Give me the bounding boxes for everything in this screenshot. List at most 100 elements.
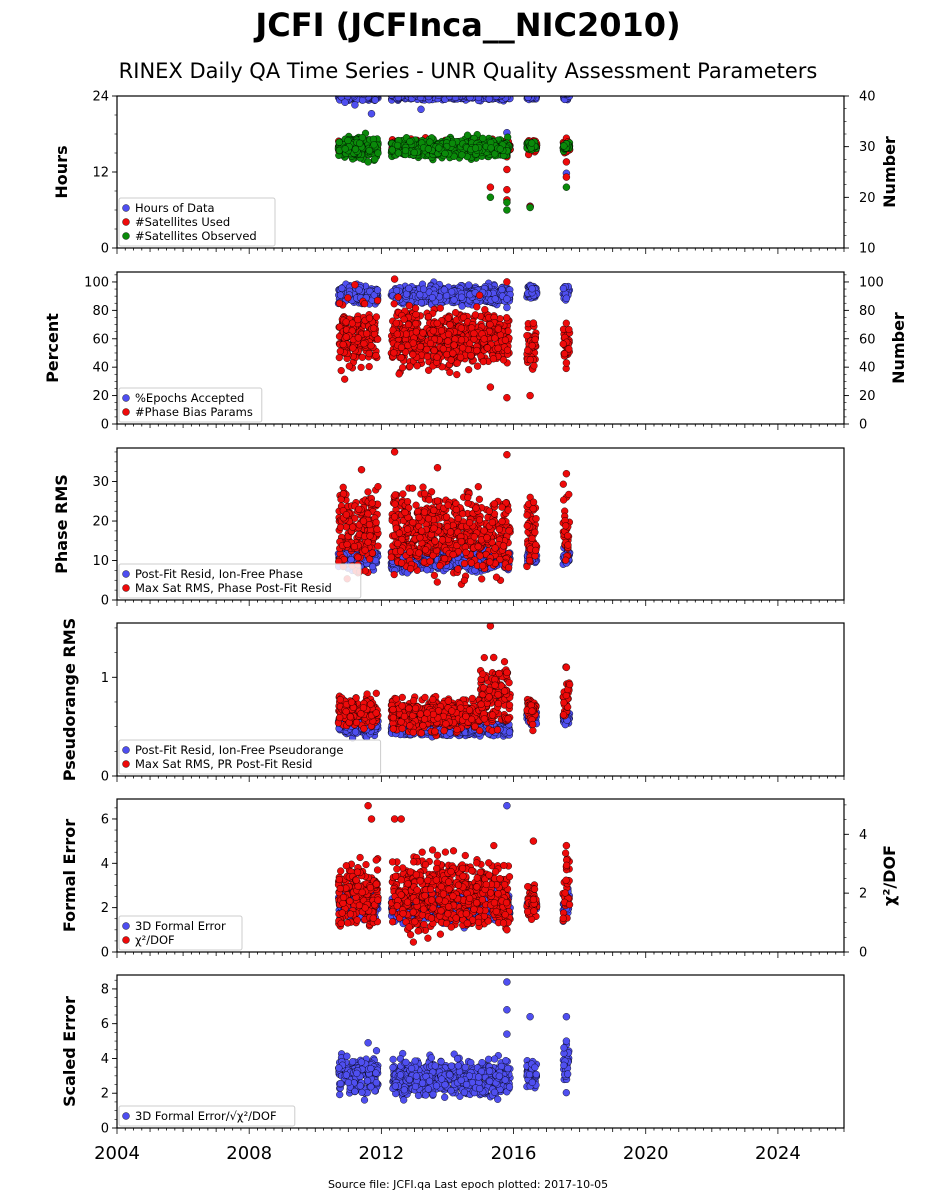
data-point bbox=[370, 141, 378, 149]
data-point bbox=[452, 309, 460, 317]
y-tick-label: 80 bbox=[92, 304, 109, 319]
data-point bbox=[458, 293, 466, 301]
data-point bbox=[424, 96, 429, 97]
data-point bbox=[360, 340, 368, 348]
data-point bbox=[505, 89, 512, 96]
data-point bbox=[531, 335, 539, 344]
data-point bbox=[374, 542, 382, 550]
y-tick-label: 24 bbox=[92, 90, 109, 105]
data-point bbox=[503, 206, 511, 214]
data-point bbox=[559, 284, 568, 293]
data-point bbox=[365, 363, 373, 371]
data-point bbox=[496, 145, 504, 153]
data-point bbox=[473, 362, 482, 370]
data-point bbox=[335, 299, 344, 307]
data-point bbox=[371, 96, 379, 104]
data-point bbox=[337, 495, 345, 504]
data-point bbox=[364, 158, 372, 166]
y-tick-label: 20 bbox=[92, 389, 109, 404]
y-tick-label: 12 bbox=[92, 166, 109, 181]
data-point bbox=[335, 354, 343, 362]
data-point bbox=[451, 88, 458, 95]
data-point bbox=[339, 340, 347, 349]
data-point bbox=[444, 337, 452, 345]
data-point bbox=[349, 344, 357, 352]
data-point bbox=[416, 88, 423, 95]
legend-marker bbox=[122, 204, 130, 212]
data-point bbox=[499, 356, 508, 364]
data-point bbox=[408, 89, 415, 96]
data-point bbox=[486, 321, 494, 329]
data-point bbox=[464, 96, 469, 97]
data-point bbox=[446, 368, 454, 377]
data-point bbox=[503, 314, 511, 322]
data-point bbox=[444, 330, 453, 338]
data-point bbox=[423, 353, 432, 361]
data-point bbox=[474, 96, 483, 102]
legend: %Epochs Accepted#Phase Bias Params bbox=[118, 387, 263, 423]
data-point bbox=[419, 329, 427, 337]
data-point bbox=[365, 147, 373, 155]
data-point bbox=[374, 483, 382, 491]
data-point bbox=[374, 149, 382, 157]
data-point bbox=[358, 353, 366, 361]
data-point bbox=[564, 96, 567, 97]
data-point bbox=[476, 291, 484, 299]
data-point bbox=[348, 88, 355, 95]
legend-entry: %Epochs Accepted bbox=[135, 391, 244, 405]
data-point bbox=[470, 329, 478, 338]
data-point bbox=[485, 96, 493, 103]
data-point bbox=[491, 295, 499, 303]
data-point bbox=[496, 89, 503, 96]
data-point bbox=[504, 327, 512, 335]
data-point bbox=[337, 367, 345, 375]
data-point bbox=[356, 96, 359, 97]
data-point bbox=[471, 144, 480, 152]
y-tick-label: 100 bbox=[84, 275, 109, 290]
data-point bbox=[400, 315, 408, 323]
data-point bbox=[412, 310, 420, 319]
data-point bbox=[417, 105, 425, 114]
x-ticks bbox=[116, 424, 845, 430]
data-point bbox=[503, 278, 511, 286]
data-point bbox=[483, 344, 492, 352]
data-point bbox=[400, 89, 407, 96]
data-point bbox=[450, 296, 458, 304]
data-point bbox=[409, 339, 417, 347]
data-point bbox=[417, 88, 424, 95]
y-tick-label-right: 20 bbox=[859, 191, 876, 206]
data-point bbox=[479, 358, 488, 366]
legend-entry: #Phase Bias Params bbox=[135, 405, 253, 419]
data-point bbox=[341, 89, 348, 96]
figure-title: JCFI (JCFInca__NIC2010) bbox=[253, 6, 680, 44]
y-tick-label-right: 30 bbox=[859, 140, 876, 155]
data-point bbox=[422, 89, 429, 96]
data-point bbox=[365, 350, 373, 358]
data-point bbox=[530, 362, 538, 370]
data-point bbox=[342, 333, 350, 341]
data-point bbox=[528, 285, 536, 293]
data-point bbox=[391, 96, 395, 97]
legend-marker bbox=[122, 218, 130, 226]
data-point bbox=[435, 144, 443, 152]
data-point bbox=[388, 96, 396, 99]
legend-marker bbox=[122, 394, 130, 402]
data-point bbox=[394, 293, 402, 301]
data-point bbox=[410, 96, 414, 97]
data-point bbox=[426, 339, 435, 348]
data-point bbox=[481, 306, 489, 314]
legend-entry: #Satellites Observed bbox=[135, 229, 257, 243]
data-point bbox=[503, 89, 510, 96]
data-point bbox=[487, 144, 495, 152]
data-point bbox=[503, 346, 512, 354]
data-point bbox=[430, 88, 437, 95]
data-point bbox=[458, 151, 466, 159]
data-point bbox=[528, 342, 536, 350]
data-point bbox=[412, 320, 420, 328]
data-point bbox=[405, 284, 413, 293]
data-point bbox=[501, 336, 510, 344]
